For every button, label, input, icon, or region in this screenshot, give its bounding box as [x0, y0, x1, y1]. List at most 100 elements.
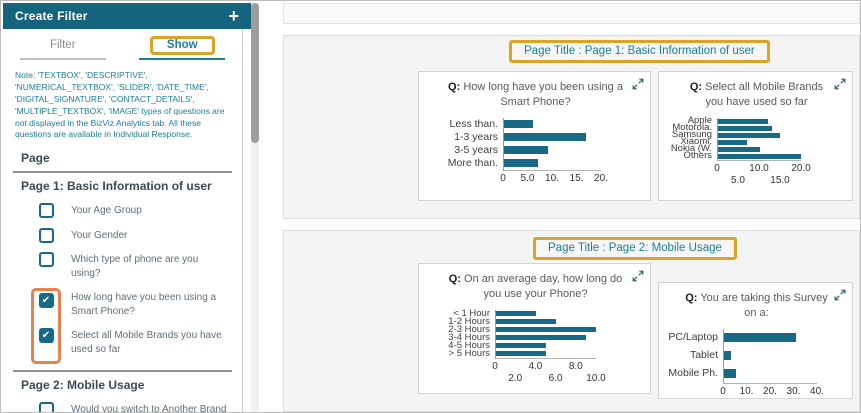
question-row: Would you switch to Another Brand if it … — [31, 400, 232, 412]
axis-tick: 0 — [720, 385, 726, 397]
data-bar — [724, 333, 797, 343]
category-label: 4-5 Hours — [448, 339, 490, 351]
data-bar — [504, 146, 548, 155]
axis-tick: 5.0 — [520, 172, 535, 184]
question-checkbox[interactable] — [38, 402, 54, 412]
data-bar — [496, 335, 586, 341]
question-row: ✔ Select all Mobile Brands you have used… — [31, 326, 232, 365]
tab-show[interactable]: Show — [123, 36, 243, 62]
question-label: Select all Mobile Brands you have used s… — [71, 330, 222, 355]
plus-icon[interactable]: + — [228, 6, 239, 26]
x-axis: 0 10. 20. 30. 40. — [720, 384, 824, 399]
sidebar-sections: Page 1: Basic Information of user Your A… — [3, 171, 242, 412]
data-bar — [504, 120, 534, 129]
data-bar — [496, 351, 546, 357]
question-checkbox[interactable] — [38, 203, 54, 219]
highlight-box: Show — [149, 36, 215, 55]
axis-tick: 5.0 — [731, 174, 745, 186]
page-label: Page — [21, 151, 50, 166]
checkbox-cell — [31, 250, 61, 288]
category-label: 1-3 years — [454, 130, 498, 143]
section-title: Page 2: Mobile Usage — [21, 378, 145, 393]
axis-tick: 0 — [714, 162, 720, 174]
chart-card-mobile-brands: Q: Select all Mobile Brands you have use… — [658, 71, 853, 201]
chart-card-survey-device: Q: You are taking this Survey on a: PC/L… — [658, 282, 853, 399]
category-label: Xiaomi. — [680, 136, 712, 148]
axis-tick: 8.0 — [568, 360, 583, 372]
category-label: 3-5 years — [454, 143, 498, 156]
axis-tick: 15.0 — [770, 174, 790, 186]
question-checkbox[interactable] — [38, 252, 54, 268]
category-label: 3-4 Hours — [448, 331, 490, 343]
x-axis: 0 5.0 10. 15. 20. — [500, 171, 608, 186]
question-row: Your Gender — [31, 226, 232, 251]
axis-tick: 4.0 — [528, 360, 543, 372]
axis-tick: 0 — [500, 172, 506, 184]
category-label: PC/Laptop — [668, 331, 718, 344]
toolbar-strip — [283, 3, 860, 24]
axis-tick: 30. — [786, 385, 801, 397]
category-label: Others — [683, 150, 712, 162]
data-bar — [496, 319, 556, 325]
expand-icon[interactable] — [834, 289, 846, 301]
checkbox-cell — [31, 201, 61, 226]
panel-title: Create Filter — [15, 9, 88, 23]
question-label: Which type of phone are you using? — [71, 254, 199, 279]
page-section: Page 1: Basic Information of user Your A… — [13, 171, 232, 365]
question-checkbox[interactable]: ✔ — [38, 293, 54, 309]
question-label: Would you switch to Another Brand if it … — [71, 404, 227, 412]
axis-tick: 15. — [569, 172, 584, 184]
question-checkbox[interactable] — [38, 227, 54, 243]
question-row: Which type of phone are you using? — [31, 250, 232, 288]
data-bar — [504, 159, 538, 168]
category-label: Nokia (W. — [670, 143, 712, 155]
axis-tick: 2.0 — [508, 372, 523, 384]
chart-question: Q: Select all Mobile Brands you have use… — [689, 81, 824, 108]
axis-tick: 40. — [810, 385, 824, 397]
sidebar-scrollbar[interactable] — [251, 3, 259, 412]
bar-plot — [723, 328, 817, 384]
checkbox-cell: ✔ — [31, 288, 61, 327]
axis-tick: 20. — [594, 172, 608, 184]
scrollbar-thumb[interactable] — [251, 3, 259, 143]
data-bar — [724, 369, 736, 379]
checkbox-cell — [31, 226, 61, 251]
chart-card-daily-usage: Q: On an average day, how long do you us… — [418, 263, 651, 394]
chart-question: Q: On an average day, how long do you us… — [448, 273, 623, 300]
chart-question: Q: How long have you been using a Smart … — [448, 81, 623, 108]
axis-tick: 10.0 — [749, 162, 769, 174]
data-bar — [496, 343, 546, 349]
question-row: ✔ How long have you been using a Smart P… — [31, 288, 232, 327]
bar-plot — [717, 117, 801, 161]
category-label: Mobile Ph. — [668, 367, 718, 380]
data-bar — [718, 139, 748, 145]
question-checkbox[interactable]: ✔ — [38, 328, 54, 344]
chart-card-smartphone-duration: Q: How long have you been using a Smart … — [418, 71, 651, 201]
category-label: < 1 Hour — [453, 307, 490, 319]
axis-tick: 10. — [545, 172, 559, 184]
question-label: Your Age Group — [71, 205, 142, 217]
note-text: Note: 'TEXTBOX', 'DESCRIPTIVE', 'NUMERIC… — [15, 70, 225, 140]
x-axis: 0 2.0 4.0 6.0 8.0 10.0 — [492, 359, 606, 385]
create-filter-header: Create Filter + — [3, 3, 251, 29]
question-label: How long have you been using a Smart Pho… — [71, 292, 217, 317]
category-label: More than. — [447, 156, 498, 169]
axis-tick: 0 — [492, 360, 498, 372]
axis-tick: 10. — [739, 385, 754, 397]
chart-question: Q: You are taking this Survey on a: — [685, 292, 828, 319]
expand-icon[interactable] — [834, 78, 846, 90]
data-bar — [718, 132, 781, 138]
page-title-1: Page Title : Page 1: Basic Information o… — [509, 40, 770, 63]
data-bar — [724, 351, 731, 361]
expand-icon[interactable] — [632, 270, 644, 282]
category-label: Less than. — [449, 117, 498, 130]
category-label: Apple — [687, 115, 712, 127]
tab-bar: Filter Show — [3, 36, 242, 62]
expand-icon[interactable] — [632, 78, 644, 90]
axis-tick: 20.0 — [791, 162, 811, 174]
tab-filter[interactable]: Filter — [3, 36, 123, 62]
category-label: Samsung — [671, 129, 712, 141]
checkbox-cell — [31, 400, 61, 412]
data-bar — [496, 311, 536, 317]
